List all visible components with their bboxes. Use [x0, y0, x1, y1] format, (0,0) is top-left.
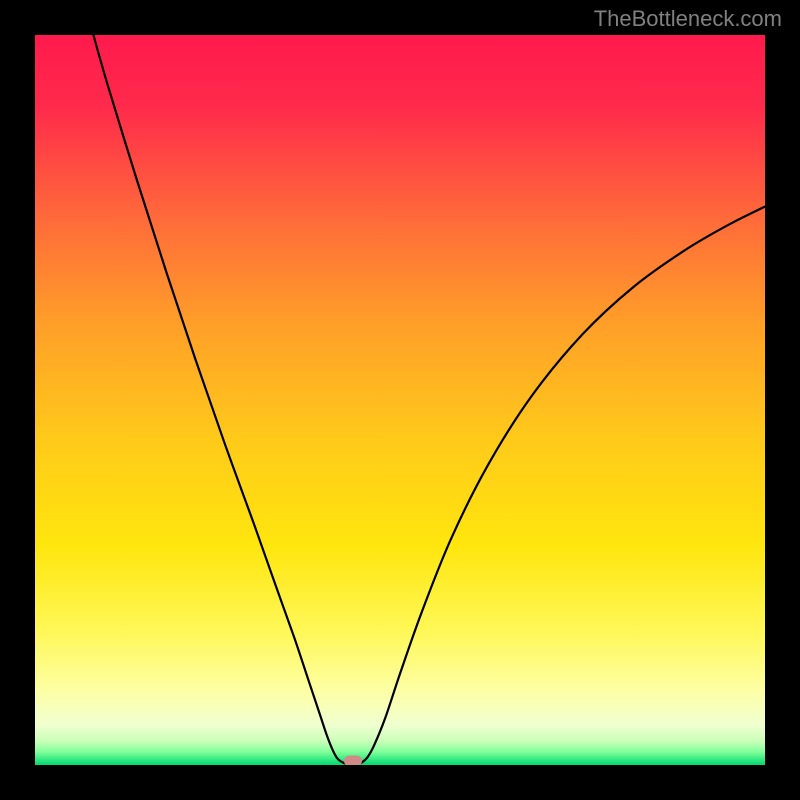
minimum-marker: [344, 755, 362, 765]
bottleneck-curve: [35, 35, 765, 765]
plot-area: [35, 35, 765, 765]
watermark-text: TheBottleneck.com: [594, 6, 782, 32]
